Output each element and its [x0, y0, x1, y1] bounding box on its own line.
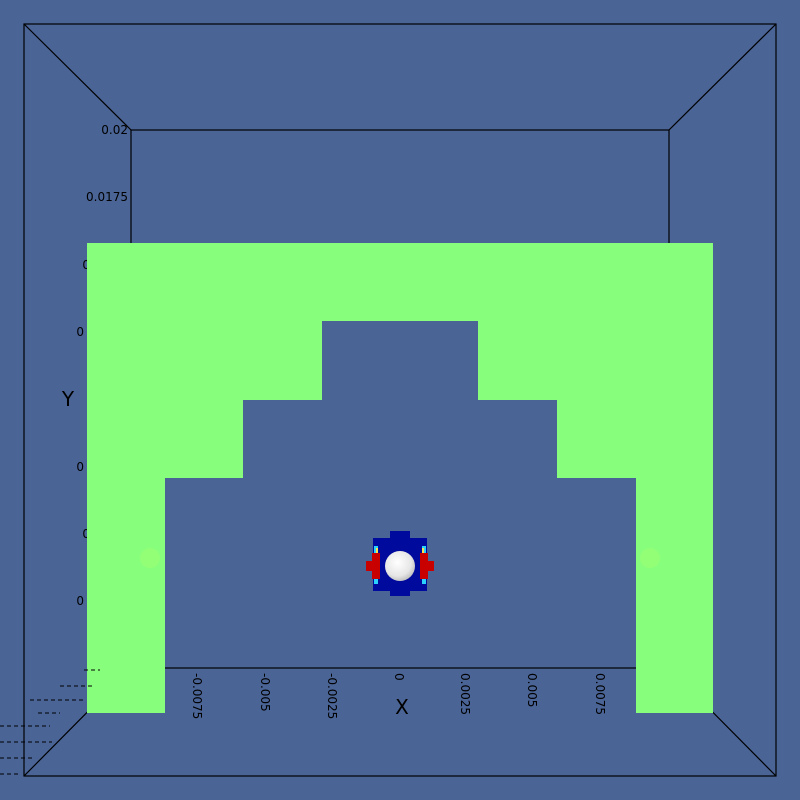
y-tick-label: 0.0175: [86, 190, 128, 204]
surface-artifact: [140, 548, 160, 568]
x-tick-label: 0.0025: [458, 673, 472, 715]
y-tick-label: 0: [76, 594, 84, 608]
geometry-region[interactable]: [87, 243, 713, 713]
y-axis: 0.02 0.0175 0 0 0 0 0 Y: [61, 123, 128, 608]
surface-artifact: [640, 548, 660, 568]
y-tick-label: 0: [82, 258, 90, 272]
x-tick-label: 0: [392, 673, 406, 681]
edge-top-right: [668, 23, 777, 131]
sphere: [385, 551, 415, 581]
y-tick-label: 0: [76, 325, 84, 339]
outer-frame: [23, 23, 777, 777]
y-axis-title: Y: [61, 387, 75, 411]
field-peak-right: [422, 548, 424, 556]
y-tick-label: 0.02: [101, 123, 128, 137]
field-peak-left: [376, 548, 378, 556]
x-tick-label: -0.0025: [325, 673, 339, 719]
x-tick-label: -0.0075: [190, 673, 204, 719]
particle-body[interactable]: [366, 531, 434, 596]
lobe-left: [366, 553, 380, 579]
x-tick-label: -0.005: [258, 673, 272, 712]
x-axis-title: X: [395, 695, 409, 719]
edge-top-left: [23, 23, 132, 131]
y-tick-label: 0: [82, 527, 90, 541]
x-tick-label: 0.005: [525, 673, 539, 707]
y-tick-label: 0: [76, 460, 84, 474]
x-tick-label: 0.0075: [593, 673, 607, 715]
orientation-widget: [0, 669, 100, 775]
x-axis: -0.0075 -0.005 -0.0025 0 0.0025 0.005 0.…: [190, 673, 607, 719]
lobe-right: [420, 553, 434, 579]
